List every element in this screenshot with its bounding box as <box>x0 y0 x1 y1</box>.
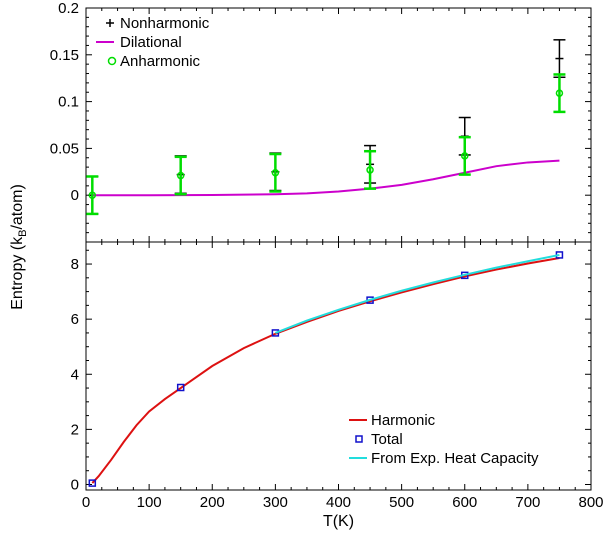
bottom-legend: Harmonic Total From Exp. Heat Capacity <box>349 412 539 467</box>
bottom-y-tick-label: 0 <box>71 476 79 493</box>
legend-dilational-label: Dilational <box>120 34 182 51</box>
top-legend: Nonharmonic Dilational Anharmonic <box>96 15 210 70</box>
bottom-y-tick-label: 4 <box>71 366 79 383</box>
top-y-tick-label: 0.05 <box>50 140 79 157</box>
x-axis-label: T(K) <box>323 513 354 530</box>
bottom-x-tick-label: 500 <box>389 494 414 511</box>
top-panel: 0 0.05 0.1 0.15 0.2 Nonharmonic Dilational Anha… <box>50 0 592 243</box>
legend-anharmonic-swatch <box>107 56 117 66</box>
total-point <box>271 329 280 337</box>
from-exp-heat-capacity-line <box>275 253 560 334</box>
total-point <box>176 383 185 392</box>
harmonic-line <box>91 256 560 484</box>
y-axis-label-tail: /atom) <box>9 184 26 229</box>
bottom-x-tick-label: 400 <box>326 494 351 511</box>
bottom-y-tick-label: 6 <box>71 311 79 328</box>
legend-total-swatch <box>355 435 363 443</box>
legend-total-label: Total <box>371 431 403 448</box>
anharmonic-point <box>88 191 97 199</box>
legend-anharmonic-label: Anharmonic <box>120 53 201 70</box>
y-axis-label: Entropy (kB/atom) <box>9 184 29 310</box>
bottom-y-tick-label: 8 <box>71 256 79 273</box>
bottom-x-tick-label: 800 <box>578 494 603 511</box>
anharmonic-point <box>271 168 280 177</box>
top-y-tick-label: 0 <box>71 187 79 204</box>
bottom-y-tick-label: 2 <box>71 421 79 438</box>
bottom-panel: 0 2 4 6 8 0 100 200 300 400 500 600 700 800 T(K) Harmon… <box>71 241 604 530</box>
legend-nonharmonic-label: Nonharmonic <box>120 15 210 32</box>
bottom-x-tick-label: 0 <box>82 494 90 511</box>
y-axis-label-main: Entropy (k <box>9 236 26 310</box>
bottom-x-tick-label: 100 <box>137 494 162 511</box>
anharmonic-point <box>176 171 185 180</box>
anharmonic-point <box>461 152 469 160</box>
total-point <box>88 479 97 487</box>
top-y-tick-label: 0.1 <box>58 94 79 111</box>
bottom-x-tick-label: 700 <box>515 494 540 511</box>
bottom-x-tick-label: 200 <box>200 494 225 511</box>
dilational-line <box>92 159 560 197</box>
anharmonic-point <box>366 166 374 174</box>
bottom-x-tick-label: 300 <box>263 494 288 511</box>
anharmonic-point <box>555 89 564 97</box>
top-y-tick-label: 0.2 <box>58 0 79 17</box>
y-axis-label-sub: B <box>17 230 29 237</box>
legend-from-exp-heat-capacity-label: From Exp. Heat Capacity <box>371 450 539 467</box>
legend-harmonic-label: Harmonic <box>371 412 436 429</box>
top-y-tick-label: 0.15 <box>50 47 79 64</box>
bottom-x-tick-label: 600 <box>452 494 477 511</box>
